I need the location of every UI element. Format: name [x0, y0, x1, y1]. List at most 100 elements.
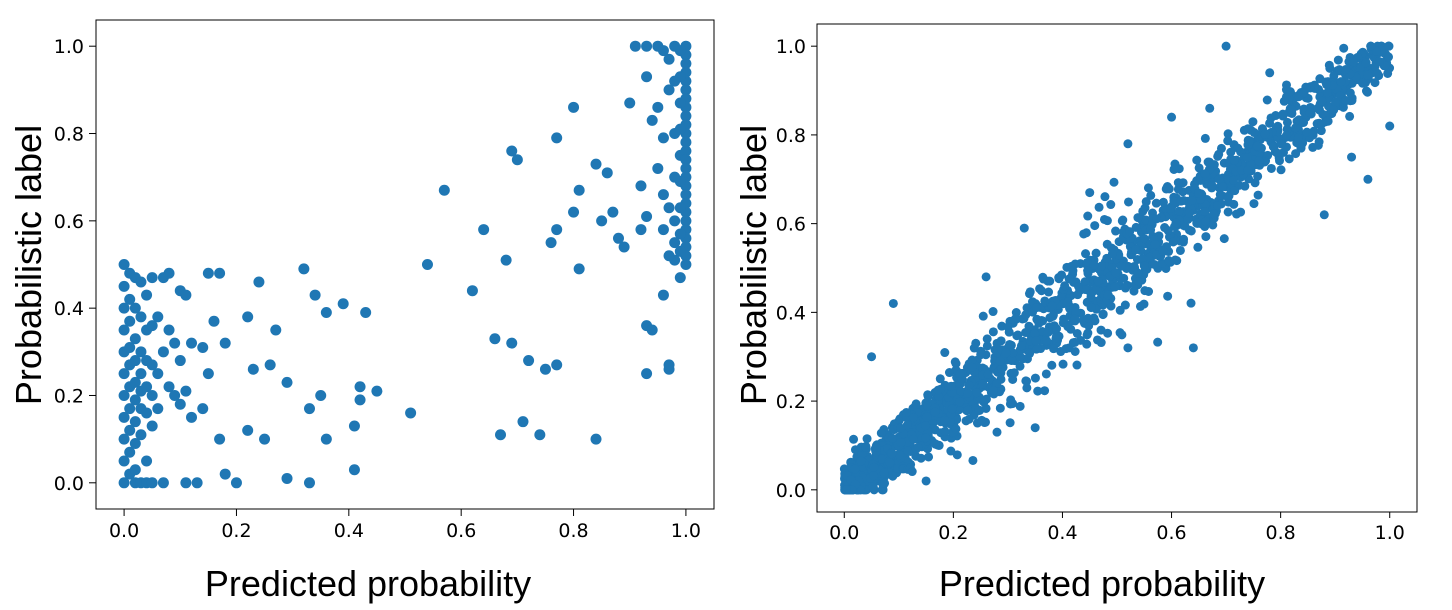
left-data-point	[348, 464, 360, 476]
right-data-point	[971, 338, 981, 348]
left-data-point	[129, 438, 141, 450]
right-data-point	[1134, 277, 1144, 287]
left-data-point	[214, 433, 226, 445]
right-data-point	[1230, 186, 1240, 196]
right-data-point	[1047, 360, 1057, 370]
right-data-point	[1141, 197, 1151, 207]
right-data-point	[1103, 328, 1113, 338]
right-data-point	[1015, 352, 1025, 362]
left-data-point	[270, 324, 282, 336]
right-data-point	[1213, 151, 1223, 161]
right-data-point	[896, 438, 906, 448]
right-data-point	[1151, 250, 1161, 260]
left-data-point	[135, 368, 147, 380]
left-data-point	[242, 424, 254, 436]
left-data-point	[320, 433, 332, 445]
right-data-point	[1015, 401, 1025, 411]
left-data-point	[118, 411, 130, 423]
right-data-point	[1242, 153, 1252, 163]
right-data-point	[1089, 260, 1099, 270]
right-data-point	[895, 450, 905, 460]
right-data-point	[1064, 274, 1074, 284]
right-data-point	[1281, 130, 1291, 140]
right-data-point	[1296, 143, 1306, 153]
right-data-point	[977, 415, 987, 425]
right-data-point	[1226, 147, 1236, 157]
right-data-point	[1043, 327, 1053, 337]
left-data-point	[214, 267, 226, 279]
right-data-point	[1098, 309, 1108, 319]
left-data-point	[141, 381, 153, 393]
right-data-point	[1103, 290, 1113, 300]
right-data-point	[849, 434, 859, 444]
left-data-point	[657, 45, 669, 57]
left-data-point	[197, 341, 209, 353]
right-data-point	[1314, 137, 1324, 147]
right-data-point	[1201, 232, 1211, 242]
right-x-tick-label: 0.2	[938, 522, 968, 544]
right-data-point	[1122, 280, 1132, 290]
left-data-point	[298, 263, 310, 275]
right-data-point	[967, 355, 977, 365]
right-data-point	[1025, 287, 1035, 297]
right-data-point	[1158, 197, 1168, 207]
left-y-tick-label: 0.2	[54, 385, 84, 407]
right-data-point	[1299, 117, 1309, 127]
right-data-point	[1022, 376, 1032, 386]
right-y-ticks: 0.0 0.2 0.4 0.6 0.8 1.0	[776, 36, 817, 502]
left-data-point	[478, 224, 490, 236]
right-data-point	[1218, 182, 1228, 192]
right-data-point	[981, 272, 991, 282]
left-x-tick-label: 1.0	[671, 520, 701, 542]
right-data-point	[1135, 301, 1145, 311]
right-x-tick-label: 0.0	[829, 522, 859, 544]
right-data-point	[1116, 261, 1126, 271]
right-data-point	[1093, 276, 1103, 286]
right-data-point	[1034, 318, 1044, 328]
right-x-ticks: 0.0 0.2 0.4 0.6 0.8 1.0	[829, 512, 1405, 544]
left-data-point	[129, 394, 141, 406]
left-data-point	[511, 154, 523, 166]
right-data-point	[1305, 108, 1315, 118]
right-data-point	[1146, 225, 1156, 235]
right-data-point	[1081, 228, 1091, 238]
right-data-point	[841, 485, 851, 495]
right-data-point	[907, 467, 917, 477]
left-data-point	[169, 337, 181, 349]
left-data-point	[348, 420, 360, 432]
right-data-point	[1205, 103, 1215, 113]
left-data-point	[135, 276, 147, 288]
left-data-point	[146, 389, 158, 401]
right-data-point	[869, 462, 879, 472]
right-data-point	[940, 348, 950, 358]
left-data-point	[124, 446, 136, 458]
left-data-point	[163, 381, 175, 393]
right-data-point	[983, 369, 993, 379]
right-data-point	[1248, 117, 1258, 127]
left-data-point	[674, 202, 686, 214]
right-data-point	[1083, 328, 1093, 338]
right-points	[839, 41, 1395, 495]
left-data-point	[652, 101, 664, 113]
right-data-point	[1322, 88, 1332, 98]
right-data-point	[1331, 97, 1341, 107]
left-y-tick-label: 0.6	[54, 211, 84, 233]
right-data-point	[1073, 281, 1083, 291]
right-data-point	[869, 471, 879, 481]
right-data-point	[856, 456, 866, 466]
left-data-point	[663, 359, 675, 371]
left-x-tick-label: 0.0	[109, 520, 139, 542]
right-data-point	[887, 433, 897, 443]
left-data-point	[169, 389, 181, 401]
left-data-point	[680, 162, 692, 174]
right-data-point	[947, 404, 957, 414]
right-data-point	[868, 482, 878, 492]
right-data-point	[1031, 336, 1041, 346]
right-data-point	[1223, 207, 1233, 217]
right-plot-frame	[816, 23, 1418, 513]
right-data-point	[1275, 156, 1285, 166]
right-data-point	[1372, 68, 1382, 78]
right-data-point	[916, 453, 926, 463]
left-y-tick-label: 0.0	[54, 473, 84, 495]
right-data-point	[1151, 198, 1161, 208]
